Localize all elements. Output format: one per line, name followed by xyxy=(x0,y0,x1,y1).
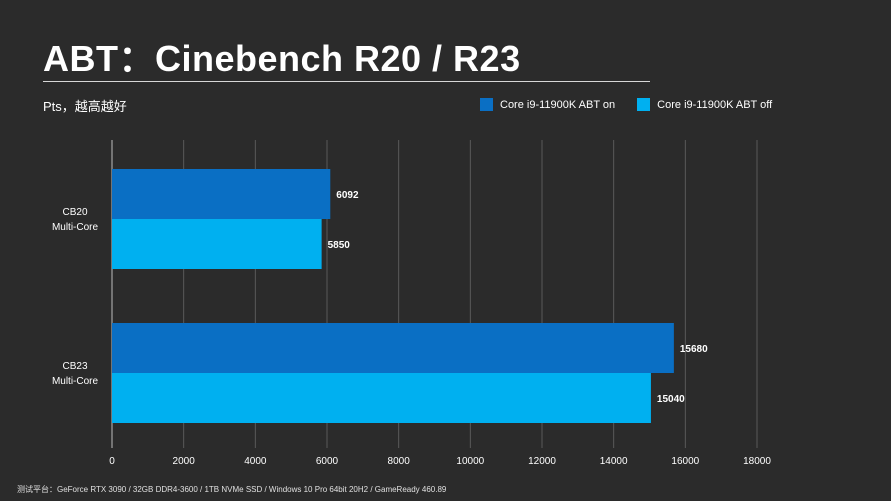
x-tick-label: 8000 xyxy=(388,456,411,467)
bar-value-label: 6092 xyxy=(336,190,359,201)
title-divider xyxy=(43,81,650,82)
bar-value-label: 15680 xyxy=(680,344,708,355)
bar xyxy=(112,169,331,219)
category-label: CB20 Multi-Core xyxy=(52,207,99,233)
x-tick-label: 16000 xyxy=(671,456,699,467)
x-tick-label: 18000 xyxy=(743,456,771,467)
x-tick-label: 4000 xyxy=(244,456,267,467)
chart-title: ABT：Cinebench R20 / R23 xyxy=(43,38,521,79)
bar-value-label: 15040 xyxy=(657,394,685,405)
chart-subtitle: Pts，越高越好 xyxy=(43,99,127,114)
bar xyxy=(112,219,322,269)
legend-label-abt-off: Core i9-11900K ABT off xyxy=(657,98,773,111)
bar xyxy=(112,373,651,423)
legend-label-abt-on: Core i9-11900K ABT on xyxy=(500,98,616,111)
category-label-line: Multi-Core xyxy=(52,376,99,387)
x-tick-label: 10000 xyxy=(456,456,484,467)
category-label-line: CB20 xyxy=(62,207,87,218)
legend-swatch-abt-on xyxy=(480,98,493,111)
x-tick-label: 12000 xyxy=(528,456,556,467)
x-tick-label: 6000 xyxy=(316,456,339,467)
category-label-line: Multi-Core xyxy=(52,222,99,233)
bar xyxy=(112,323,674,373)
category-label-line: CB23 xyxy=(62,361,87,372)
legend: Core i9-11900K ABT on Core i9-11900K ABT… xyxy=(480,98,772,111)
category-label: CB23 Multi-Core xyxy=(52,361,99,387)
x-tick-label: 0 xyxy=(109,456,115,467)
legend-item-abt-on: Core i9-11900K ABT on xyxy=(480,98,615,111)
x-tick-label: 14000 xyxy=(600,456,628,467)
legend-item-abt-off: Core i9-11900K ABT off xyxy=(637,98,772,111)
legend-swatch-abt-off xyxy=(637,98,651,111)
test-platform-note: 测试平台：GeForce RTX 3090 / 32GB DDR4-3600 /… xyxy=(17,485,447,494)
bar-value-label: 5850 xyxy=(328,240,351,251)
x-tick-label: 2000 xyxy=(173,456,196,467)
